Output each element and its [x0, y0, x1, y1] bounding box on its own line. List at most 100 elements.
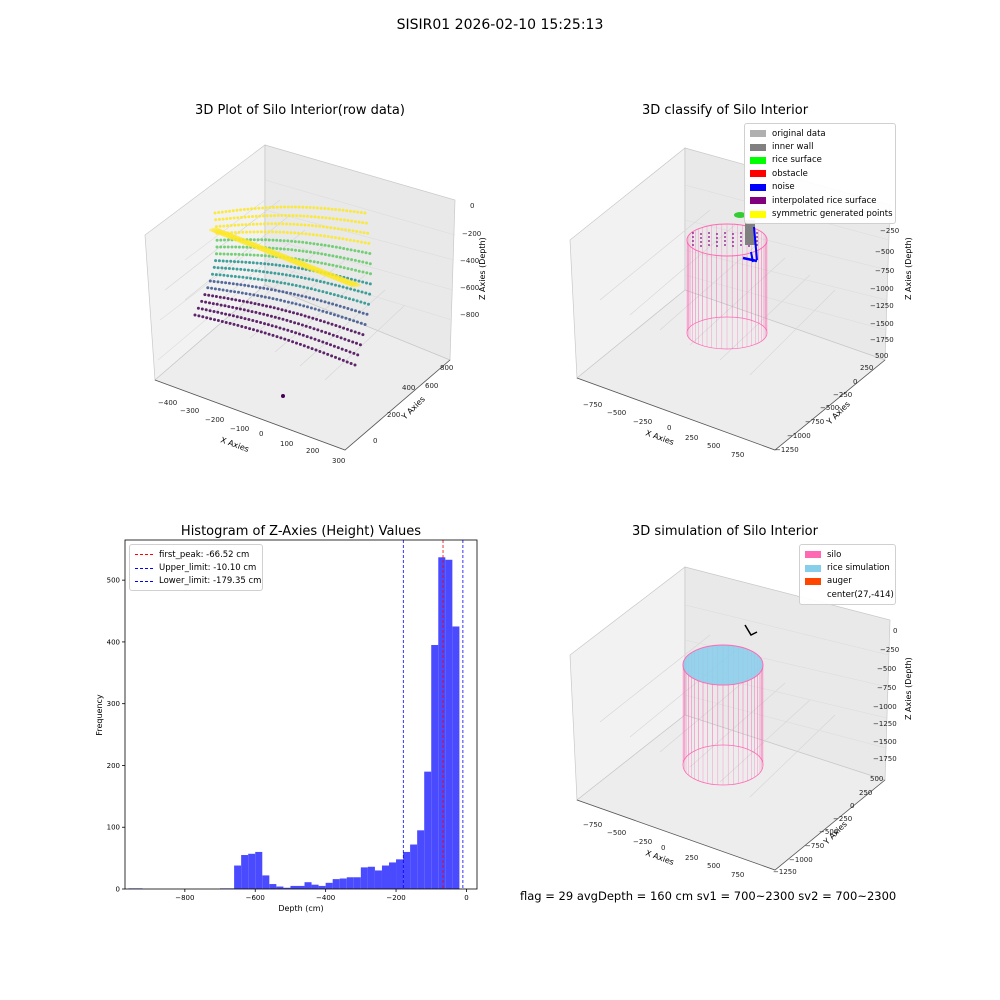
histogram-bar: [241, 855, 249, 889]
point-cloud-point: [220, 280, 224, 284]
point-cloud-point: [307, 315, 311, 319]
panel4-auger-marks: [744, 624, 758, 636]
point-cloud-point: [243, 268, 247, 272]
histogram-bar: [276, 886, 284, 889]
panel4-xtick: −500: [607, 829, 626, 837]
point-cloud-point: [219, 238, 223, 242]
point-cloud-point: [245, 253, 249, 257]
point-cloud-point: [324, 216, 328, 220]
legend-label: rice surface: [772, 155, 822, 166]
point-cloud-point: [323, 300, 327, 304]
point-cloud-point: [259, 230, 263, 234]
panel1-xtick: −100: [230, 425, 249, 433]
point-cloud-point: [214, 273, 218, 277]
histogram-bar: [417, 830, 425, 889]
point-cloud-point: [350, 308, 354, 312]
point-cloud-point: [279, 247, 283, 251]
point-cloud-point: [295, 341, 298, 345]
panel4-ytick: −250: [833, 815, 852, 823]
point-cloud-point: [224, 210, 228, 214]
point-cloud-point: [233, 223, 237, 227]
point-cloud-point: [288, 274, 292, 277]
point-cloud-point: [236, 216, 240, 220]
point-cloud-point: [325, 341, 329, 345]
point-cloud-point: [223, 238, 226, 242]
panel4-ytick: −750: [805, 842, 824, 850]
point-cloud-point: [322, 320, 326, 324]
point-cloud-point: [263, 322, 266, 326]
point-cloud-point: [354, 268, 357, 272]
panel2-noise-bottom: [742, 256, 758, 263]
point-cloud-point: [259, 261, 263, 265]
panel1-xtick: 0: [259, 430, 263, 438]
point-cloud-point: [289, 320, 293, 323]
point-cloud-point: [344, 349, 348, 352]
point-cloud-point: [264, 206, 268, 210]
interpolated-surface-point: [716, 241, 718, 243]
point-cloud-point: [290, 239, 294, 243]
panel1-ytick: 0: [373, 437, 377, 445]
point-cloud-point: [315, 298, 319, 302]
point-cloud-point: [308, 325, 312, 329]
point-cloud-point: [252, 253, 256, 257]
point-cloud-point: [314, 348, 318, 352]
point-cloud-point: [258, 214, 262, 218]
point-cloud-point: [294, 284, 298, 287]
legend-entry-upper-limit: Upper_limit: -10.10 cm: [135, 561, 257, 574]
point-cloud-point: [298, 214, 302, 218]
point-cloud-point: [316, 260, 320, 264]
point-cloud-point: [310, 347, 314, 351]
point-cloud-point: [240, 260, 244, 264]
point-cloud-point: [340, 227, 344, 231]
interpolated-surface-point: [748, 245, 750, 247]
point-cloud-point: [346, 219, 350, 222]
point-cloud-point: [301, 258, 305, 262]
point-cloud-point: [285, 318, 289, 322]
interpolated-surface-point: [724, 232, 726, 234]
point-cloud-point: [288, 310, 292, 314]
legend-label: interpolated rice surface: [772, 195, 877, 206]
point-cloud-point: [308, 241, 312, 245]
panel1-xtick: −200: [205, 416, 224, 424]
point-cloud-point: [312, 297, 315, 301]
point-cloud-point: [243, 215, 247, 219]
panel4-3d-plot: −750 −500 −250 0 250 500 750 X Axies 500…: [569, 566, 913, 879]
panel1-xtick: 300: [332, 457, 345, 465]
point-cloud-point: [306, 286, 310, 290]
legend-entry-rice-simulation: rice simulation: [805, 561, 890, 574]
point-cloud-point: [330, 354, 334, 358]
panel4-ytick: −1000: [789, 856, 813, 864]
panel1-ztick: −600: [460, 284, 479, 292]
point-cloud-point: [336, 227, 340, 231]
point-cloud-point: [246, 207, 250, 211]
point-cloud-point: [356, 353, 360, 357]
interpolated-surface-point: [708, 232, 710, 234]
point-cloud-point: [258, 269, 262, 273]
legend-entry-first-peak: first_peak: -66.52 cm: [135, 548, 257, 561]
point-cloud-point: [249, 301, 253, 305]
point-cloud-point: [338, 325, 342, 329]
point-cloud-point: [357, 259, 361, 263]
point-cloud-point: [257, 206, 261, 210]
point-cloud-point: [320, 252, 324, 256]
point-cloud-point: [345, 238, 349, 241]
panel3-axes-frame: [124, 539, 478, 890]
point-cloud-outlier: [281, 394, 285, 398]
point-cloud-point: [285, 264, 289, 268]
point-cloud-point: [312, 251, 316, 255]
point-cloud-point: [247, 284, 250, 288]
point-cloud-point: [278, 239, 282, 242]
point-cloud-point: [238, 299, 242, 303]
legend-label: original data: [772, 128, 826, 139]
point-cloud-point: [285, 231, 289, 234]
histogram-bar: [339, 878, 347, 889]
point-cloud-point: [304, 324, 308, 328]
interpolated-surface-point: [732, 241, 734, 243]
point-cloud-point: [332, 293, 336, 297]
point-cloud-point: [353, 363, 357, 367]
point-cloud-point: [361, 221, 365, 225]
point-cloud-point: [287, 338, 291, 342]
point-cloud-point: [240, 223, 244, 227]
point-cloud-point: [214, 259, 218, 263]
point-cloud-point: [230, 245, 234, 249]
